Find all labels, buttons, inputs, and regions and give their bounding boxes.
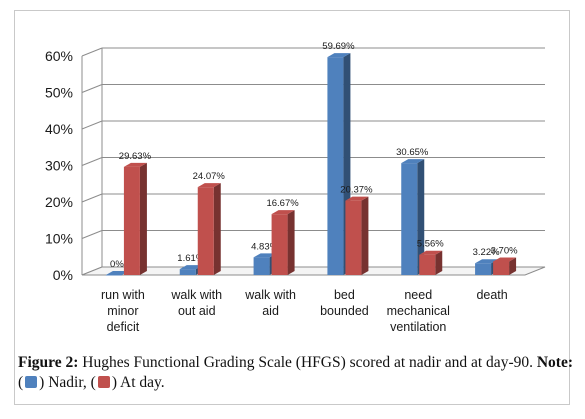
bar-nadir [179, 269, 196, 275]
category-label: minor [107, 304, 138, 318]
category-label: need [404, 288, 432, 302]
category-label: walk with [170, 288, 222, 302]
data-label: 0% [110, 259, 124, 270]
bar-at-day [197, 187, 214, 275]
legend-day-label: ) At day. [111, 374, 165, 391]
bar-nadir [475, 263, 492, 275]
gridline-side [81, 193, 103, 203]
bar-at-day [123, 166, 140, 275]
legend-open-paren-nadir: ( [18, 374, 24, 391]
bar-top [419, 250, 443, 255]
data-label: 20.37% [340, 185, 373, 196]
y-tick-label: 30% [45, 158, 73, 174]
caption-text: Hughes Functional Grading Scale (HFGS) s… [78, 354, 533, 371]
category-label: bounded [320, 304, 369, 318]
data-label: 4.83% [251, 241, 278, 252]
bar-at-day [419, 254, 436, 275]
legend-open-paren-day: ( [90, 374, 96, 391]
bar-nadir [401, 163, 418, 275]
y-tick-label: 50% [45, 85, 73, 101]
data-label: 30.65% [396, 147, 429, 158]
legend-nadir-label: ) Nadir, [39, 374, 87, 391]
gridline-side [81, 120, 103, 130]
y-tick-label: 20% [45, 194, 73, 210]
data-label: 3.70% [491, 245, 518, 256]
data-label: 59.69% [322, 41, 355, 52]
y-tick-label: 40% [45, 121, 73, 137]
bar-top [105, 271, 129, 275]
y-tick-label: 10% [45, 231, 73, 247]
bar-side [361, 196, 369, 275]
category-label: mechanical [387, 304, 450, 318]
category-label: run with [101, 288, 145, 302]
chart-frame [14, 10, 570, 405]
legend-swatch-day [97, 376, 110, 388]
bar-side [287, 210, 295, 275]
bar-side [417, 159, 425, 275]
data-label: 1.61% [177, 253, 204, 264]
bar-nadir [105, 275, 122, 276]
bar-at-day [493, 261, 510, 275]
bar-top [493, 257, 517, 262]
bar-side [435, 250, 443, 275]
figure-caption: Figure 2: Hughes Functional Grading Scal… [18, 353, 578, 393]
bar-top [475, 259, 499, 264]
bar-side [139, 162, 147, 275]
bar-top [253, 253, 277, 258]
category-label: death [476, 288, 507, 302]
data-label: 24.07% [193, 171, 226, 182]
figure-label: Figure 2: [18, 354, 79, 371]
data-label: 3.22% [473, 247, 500, 258]
gridline-side [81, 84, 103, 93]
bar-chart: 0% 10% 20% 30% 40% 50% 60% 0% 29.63% run with mino… [45, 41, 546, 334]
data-label: 29.63% [119, 151, 152, 162]
legend-swatch-nadir [25, 376, 38, 388]
bar-top [327, 53, 351, 58]
gridline-side [81, 230, 103, 239]
bar-at-day [345, 200, 362, 275]
bar-top [271, 210, 295, 215]
category-label: bed [334, 288, 355, 302]
bar-nadir [253, 257, 270, 275]
bar-at-day [271, 214, 288, 275]
data-label: 16.67% [266, 198, 299, 209]
bar-top [179, 265, 203, 270]
category-label: deficit [107, 320, 140, 334]
category-label: ventilation [390, 320, 446, 334]
gridline-side [81, 157, 103, 166]
gridline-side [81, 47, 103, 57]
data-label: 5.56% [417, 239, 444, 250]
note-label: Note: [536, 354, 574, 371]
bar-side [509, 257, 517, 275]
bar-top [123, 162, 147, 167]
bar-nadir [327, 57, 344, 275]
bar-top [345, 196, 369, 201]
category-label: aid [262, 304, 279, 318]
category-label: walk with [244, 288, 296, 302]
y-tick-label: 60% [45, 48, 73, 64]
y-tick-label: 0% [53, 267, 73, 283]
bar-top [197, 183, 221, 188]
category-label: out aid [178, 304, 216, 318]
bar-side [213, 183, 221, 275]
bar-top [401, 159, 425, 164]
